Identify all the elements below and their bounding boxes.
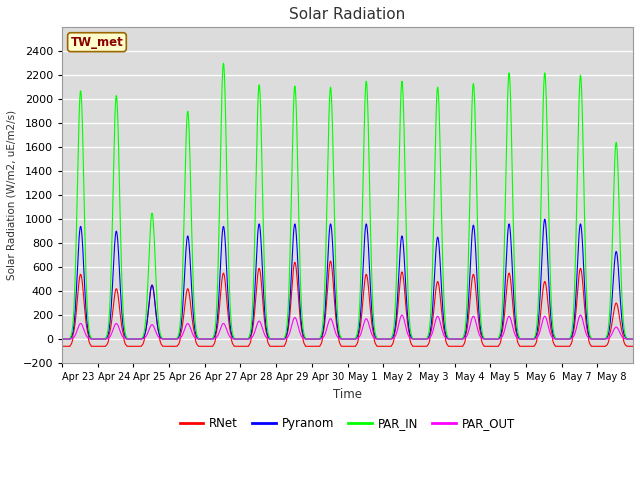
Pyranom bbox=[382, 336, 390, 342]
Title: Solar Radiation: Solar Radiation bbox=[289, 7, 406, 22]
Pyranom bbox=[629, 336, 637, 342]
RNet bbox=[326, 258, 334, 264]
PAR_OUT bbox=[382, 336, 390, 342]
Line: Pyranom: Pyranom bbox=[62, 219, 633, 339]
RNet bbox=[115, 300, 123, 306]
PAR_OUT bbox=[58, 336, 66, 342]
PAR_IN bbox=[58, 336, 66, 342]
PAR_IN bbox=[621, 331, 629, 337]
PAR_IN bbox=[382, 336, 390, 342]
PAR_IN bbox=[552, 336, 560, 342]
Pyranom bbox=[58, 336, 66, 342]
RNet bbox=[58, 343, 66, 349]
PAR_OUT bbox=[398, 312, 406, 318]
PAR_OUT bbox=[552, 336, 560, 342]
Pyranom bbox=[520, 336, 527, 342]
RNet bbox=[621, 342, 629, 348]
PAR_IN bbox=[629, 336, 637, 342]
PAR_OUT bbox=[239, 336, 246, 342]
Line: RNet: RNet bbox=[62, 261, 633, 346]
Line: PAR_OUT: PAR_OUT bbox=[62, 315, 633, 339]
PAR_IN bbox=[239, 336, 246, 342]
PAR_OUT bbox=[115, 325, 123, 331]
RNet bbox=[239, 343, 246, 349]
PAR_IN bbox=[220, 60, 227, 66]
RNet bbox=[552, 343, 560, 349]
PAR_OUT bbox=[520, 336, 527, 342]
Pyranom bbox=[239, 336, 246, 342]
PAR_OUT bbox=[621, 336, 629, 342]
RNet bbox=[629, 343, 637, 349]
Line: PAR_IN: PAR_IN bbox=[62, 63, 633, 339]
RNet bbox=[382, 343, 390, 349]
PAR_IN bbox=[115, 164, 123, 170]
Y-axis label: Solar Radiation (W/m2, uE/m2/s): Solar Radiation (W/m2, uE/m2/s) bbox=[7, 110, 17, 280]
Legend: RNet, Pyranom, PAR_IN, PAR_OUT: RNet, Pyranom, PAR_IN, PAR_OUT bbox=[175, 413, 520, 435]
Pyranom bbox=[541, 216, 548, 222]
Text: TW_met: TW_met bbox=[70, 36, 124, 48]
Pyranom bbox=[115, 260, 123, 266]
RNet bbox=[520, 343, 527, 349]
PAR_IN bbox=[520, 336, 527, 342]
Pyranom bbox=[552, 336, 560, 342]
X-axis label: Time: Time bbox=[333, 388, 362, 401]
PAR_OUT bbox=[629, 336, 637, 342]
Pyranom bbox=[621, 334, 629, 340]
